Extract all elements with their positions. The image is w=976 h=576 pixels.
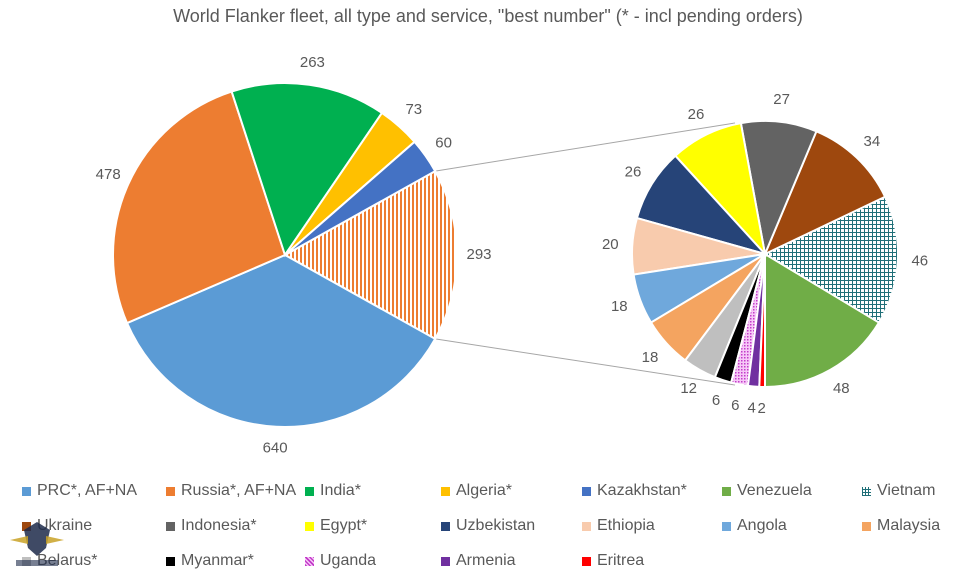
- data-label-armenia: 4: [748, 399, 756, 416]
- data-label-ukraine: 34: [864, 133, 881, 150]
- data-label-venezuela: 48: [833, 380, 850, 397]
- legend-label: Uzbekistan: [456, 517, 536, 534]
- legend-item-angola: Angola: [722, 517, 787, 535]
- legend-label: Venezuela: [737, 482, 812, 499]
- legend-swatch: [22, 521, 31, 531]
- legend-item-russia-af-na: Russia*, AF+NA: [166, 482, 296, 500]
- data-label-russia-af-na: 478: [96, 166, 121, 183]
- data-label-indonesia: 27: [773, 91, 790, 108]
- pie-slice-venezuela: [764, 252, 881, 389]
- legend-swatch: [441, 521, 450, 531]
- legend-label: Myanmar*: [181, 552, 254, 569]
- legend-swatch: [582, 556, 591, 566]
- chart-title: World Flanker fleet, all type and servic…: [173, 6, 803, 26]
- data-label-eritrea: 2: [758, 400, 766, 417]
- legend-label: Malaysia: [877, 517, 941, 534]
- legend-item-malaysia: Malaysia: [862, 517, 940, 535]
- legend-item-venezuela: Venezuela: [722, 482, 812, 500]
- pie-slice-eritrea: [758, 253, 766, 389]
- legend-item-egypt: Egypt*: [305, 517, 367, 535]
- legend-label: Angola: [737, 517, 787, 534]
- pie-slice-russia-af-na: [112, 90, 287, 325]
- secondary-pie: [631, 120, 899, 389]
- legend-item-prc-af-na: PRC*, AF+NA: [22, 482, 137, 500]
- legend-item-uzbekistan: Uzbekistan: [441, 517, 535, 535]
- legend-label: Kazakhstan*: [597, 482, 687, 499]
- legend-label: India*: [320, 482, 361, 499]
- data-label-india: 263: [300, 54, 325, 71]
- legend-label: Ukraine: [37, 517, 93, 534]
- legend-swatch: [22, 486, 31, 496]
- legend-swatch: [305, 486, 314, 496]
- legend-swatch: [722, 521, 731, 531]
- data-label-other-breakout: 293: [466, 246, 491, 263]
- data-label-kazakhstan: 60: [435, 134, 452, 151]
- legend-label: Indonesia*: [181, 517, 257, 534]
- legend-label: PRC*, AF+NA: [37, 482, 138, 499]
- legend-item-uganda: Uganda: [305, 552, 376, 570]
- data-label-angola: 18: [611, 298, 628, 315]
- main-pie: [112, 82, 458, 428]
- legend-swatch: [166, 521, 175, 531]
- legend-item-eritrea: Eritrea: [582, 552, 644, 570]
- legend-swatch: [722, 486, 731, 496]
- data-label-vietnam: 46: [911, 252, 928, 269]
- legend-item-indonesia: Indonesia*: [166, 517, 257, 535]
- legend-label: Egypt*: [320, 517, 368, 534]
- legend-item-ethiopia: Ethiopia: [582, 517, 655, 535]
- legend-label: Eritrea: [597, 552, 645, 569]
- legend-swatch: [862, 486, 871, 496]
- pie-slice-kazakhstan: [284, 140, 437, 256]
- data-label-myanmar: 6: [712, 392, 720, 409]
- legend-label: Russia*, AF+NA: [181, 482, 297, 499]
- pie-slice-ukraine: [763, 130, 887, 257]
- watermark-logo: [10, 522, 64, 566]
- legend-swatch: [441, 486, 450, 496]
- legend-swatch: [166, 486, 175, 496]
- legend-label: Armenia: [456, 552, 516, 569]
- legend-swatch: [305, 521, 314, 531]
- pie-slice-vietnam: [762, 195, 899, 324]
- legend-item-india: India*: [305, 482, 361, 500]
- legend-swatch: [441, 556, 450, 566]
- legend-label: Ethiopia: [597, 517, 655, 534]
- legend-item-kazakhstan: Kazakhstan*: [582, 482, 687, 500]
- data-label-ethiopia: 20: [602, 236, 619, 253]
- legend-swatch: [582, 486, 591, 496]
- data-label-egypt: 26: [688, 106, 705, 123]
- data-label-algeria: 73: [405, 101, 422, 118]
- data-label-uzbekistan: 26: [625, 164, 642, 181]
- legend: PRC*, AF+NA Russia*, AF+NA India* Algeria* K…: [0, 478, 976, 576]
- connector-lines: [435, 122, 736, 386]
- pie-slice-india: [230, 82, 384, 258]
- pie-slice-other-breakout: [282, 169, 458, 341]
- legend-label: Uganda: [320, 552, 377, 569]
- legend-label: Algeria*: [456, 482, 513, 499]
- connector-line-bottom: [435, 338, 736, 386]
- legend-swatch: [862, 521, 871, 531]
- legend-swatch: [166, 556, 175, 566]
- legend-item-armenia: Armenia: [441, 552, 516, 570]
- connector-line-top: [435, 122, 736, 172]
- data-label-belarus: 12: [680, 380, 697, 397]
- data-label-uganda: 6: [731, 397, 739, 414]
- legend-swatch: [305, 556, 314, 566]
- legend-swatch: [582, 521, 591, 531]
- legend-item-vietnam: Vietnam: [862, 482, 935, 500]
- legend-item-algeria: Algeria*: [441, 482, 512, 500]
- pie-slice-prc-af-na: [125, 253, 437, 428]
- data-label-prc-af-na: 640: [263, 440, 288, 457]
- legend-item-ukraine: Ukraine: [22, 517, 92, 535]
- legend-item-myanmar: Myanmar*: [166, 552, 254, 570]
- legend-label: Vietnam: [877, 482, 936, 499]
- data-label-malaysia: 18: [642, 349, 659, 366]
